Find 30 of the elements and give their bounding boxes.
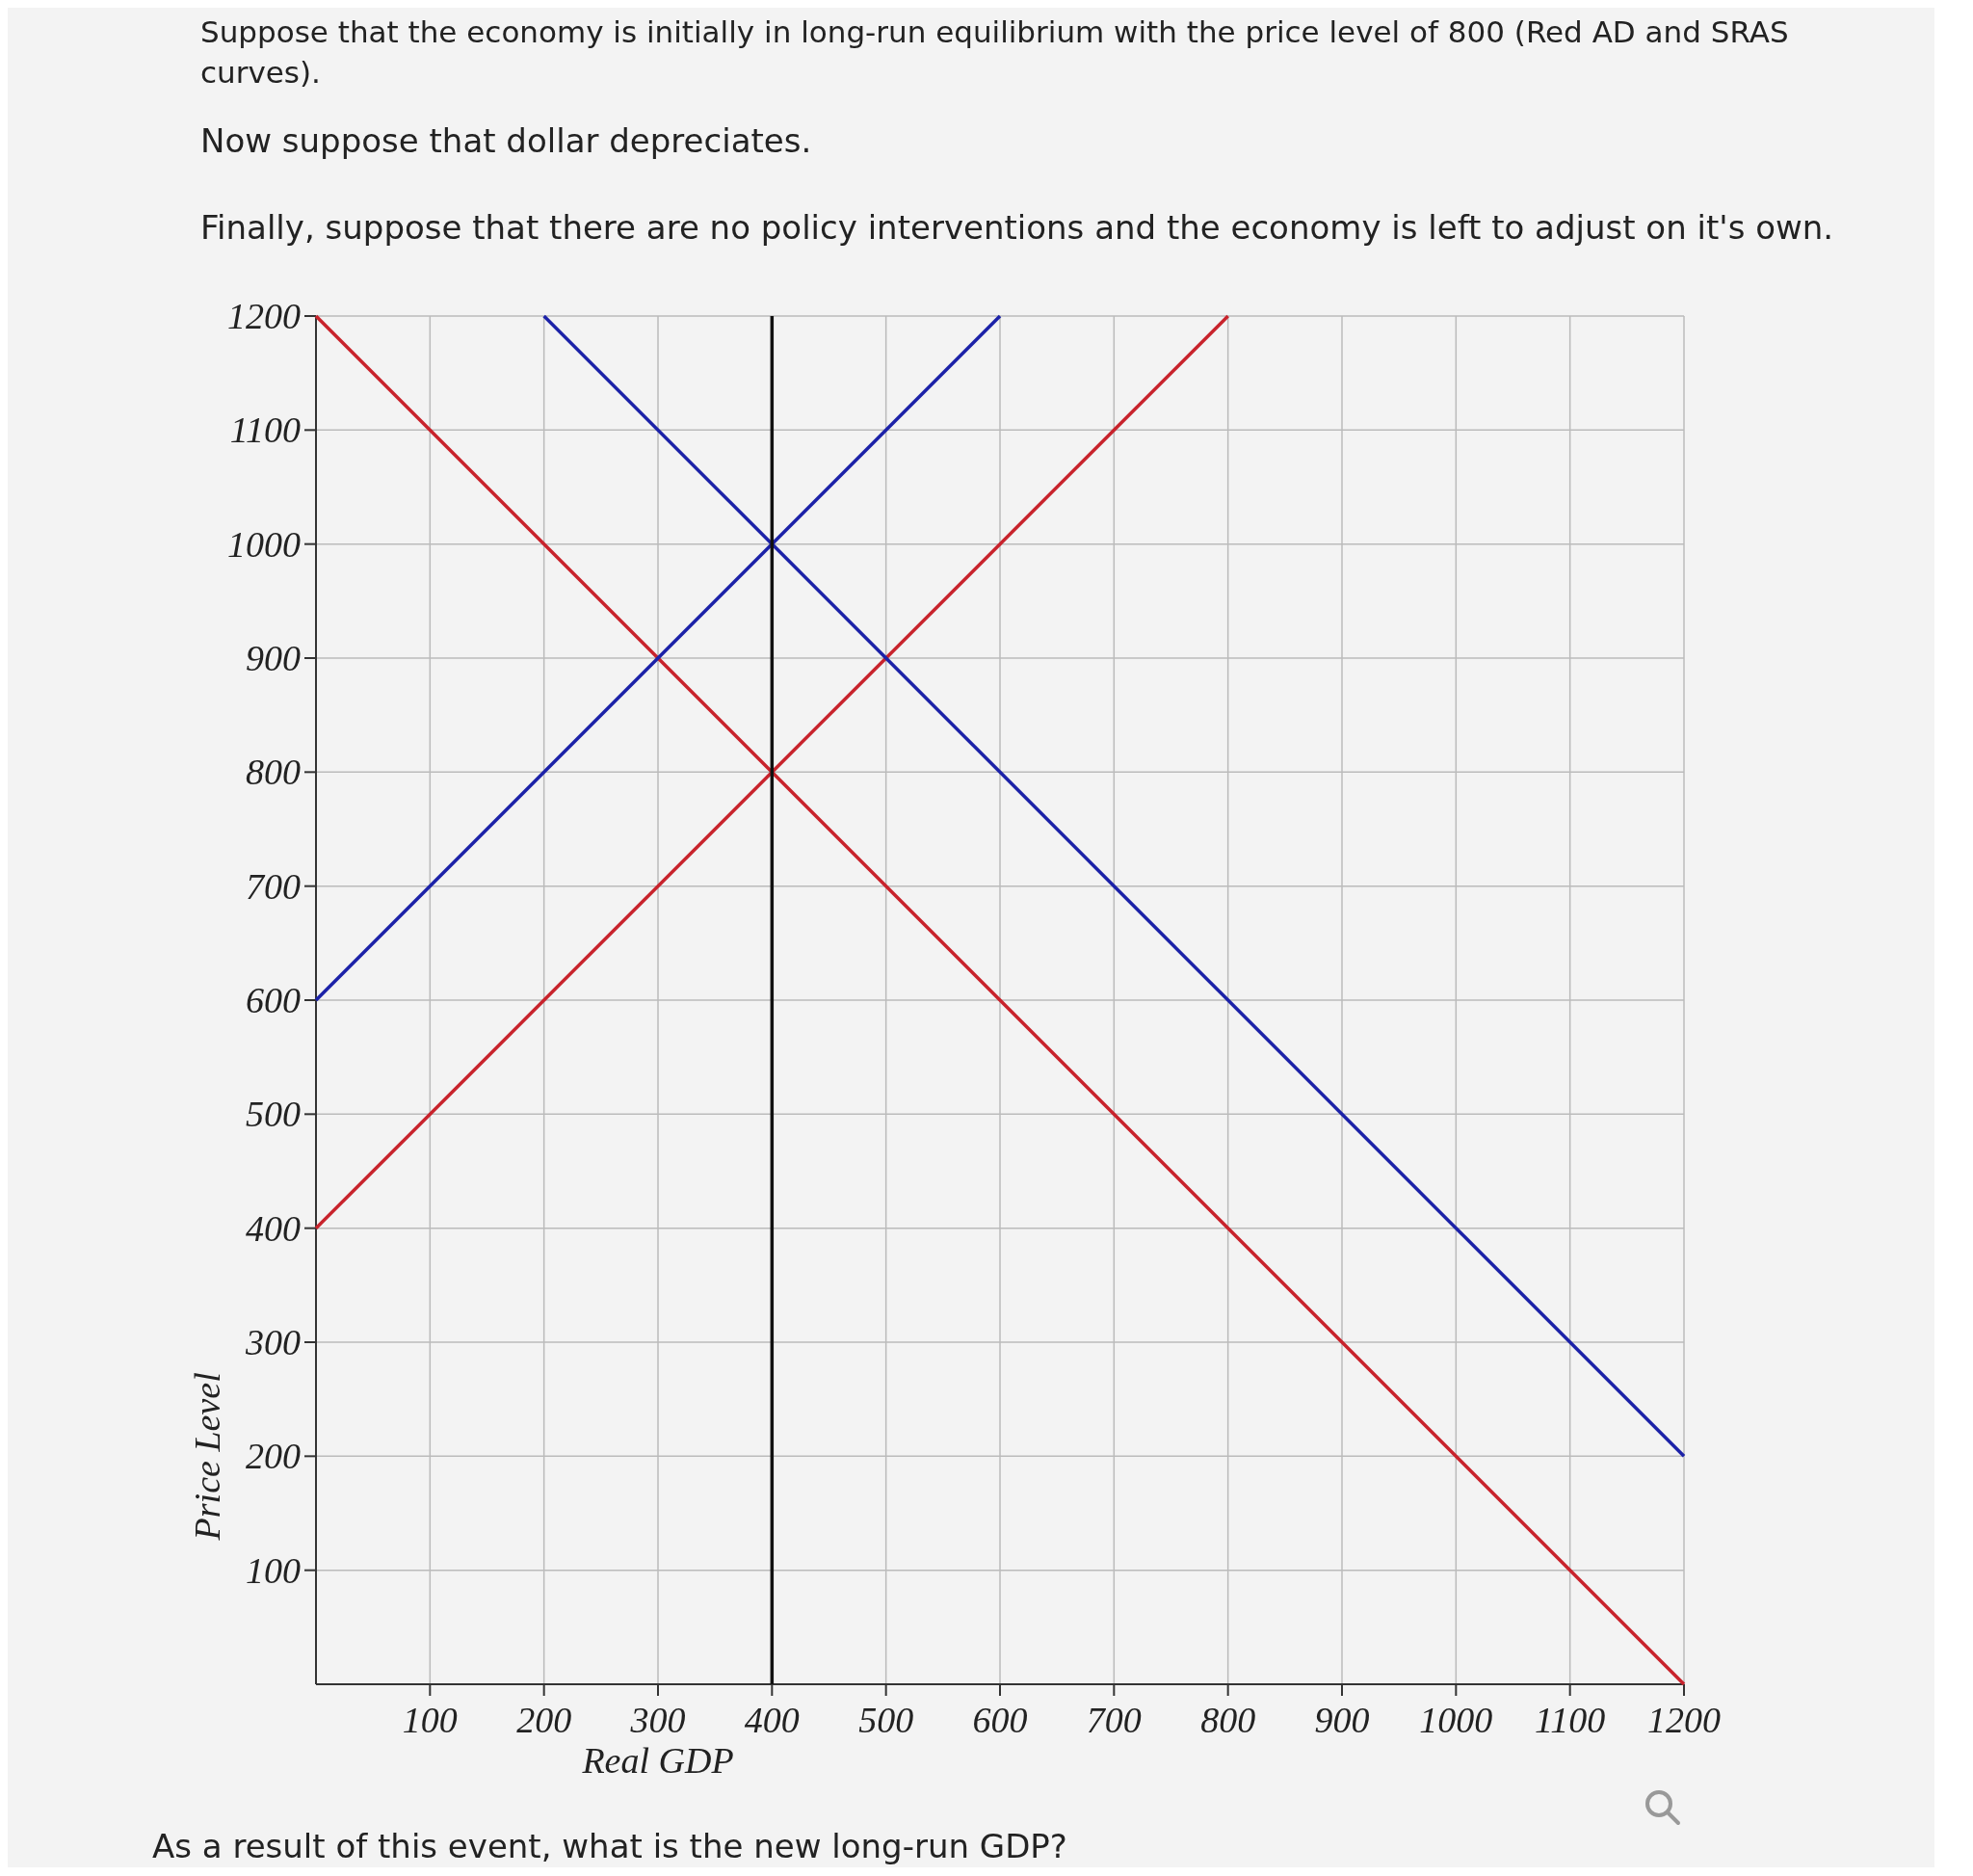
x-tick-label: 400 [744, 1700, 800, 1740]
x-tick-label: 300 [629, 1700, 686, 1740]
x-tick-label: 1200 [1647, 1700, 1721, 1740]
x-tick-label: 800 [1200, 1700, 1256, 1740]
y-tick-label: 800 [246, 752, 301, 793]
y-tick-label: 400 [246, 1207, 301, 1249]
x-tick-label: 1000 [1419, 1700, 1493, 1740]
y-tick-label: 600 [246, 980, 301, 1020]
chart-subtitle: Now suppose that dollar depreciates. [200, 121, 812, 160]
x-tick-label: 700 [1086, 1700, 1142, 1740]
y-tick-label: 1100 [229, 410, 301, 451]
y-tick-label: 500 [246, 1094, 301, 1135]
x-tick-label: 100 [402, 1700, 458, 1740]
y-tick-label: 200 [246, 1436, 301, 1477]
x-tick-label: 1100 [1535, 1700, 1606, 1740]
y-tick-label: 1200 [227, 296, 301, 336]
chart-title: Suppose that the economy is initially in long-run equilibrium with the price level of 800 (Red AD and SRAS curves). [200, 14, 1789, 90]
y-tick-label: 700 [246, 865, 301, 907]
y-tick-label: 300 [245, 1322, 301, 1362]
x-axis-title: Real GDP [581, 1740, 734, 1781]
y-tick-label: 900 [246, 638, 301, 678]
text: As a result of this event, what is the new long-run GDP? [152, 1827, 1067, 1865]
x-tick-label: 500 [858, 1700, 914, 1740]
y-axis-title: Price Level [187, 1372, 227, 1542]
x-tick-label: 600 [972, 1700, 1028, 1740]
text: Finally, suppose that there are no policy interventions and the economy is left to adjust on it's own. [200, 208, 1834, 247]
y-tick-label: 100 [246, 1549, 301, 1591]
x-tick-label: 900 [1314, 1700, 1370, 1740]
y-tick-label: 1000 [227, 523, 301, 565]
x-tick-label: 200 [516, 1700, 572, 1740]
